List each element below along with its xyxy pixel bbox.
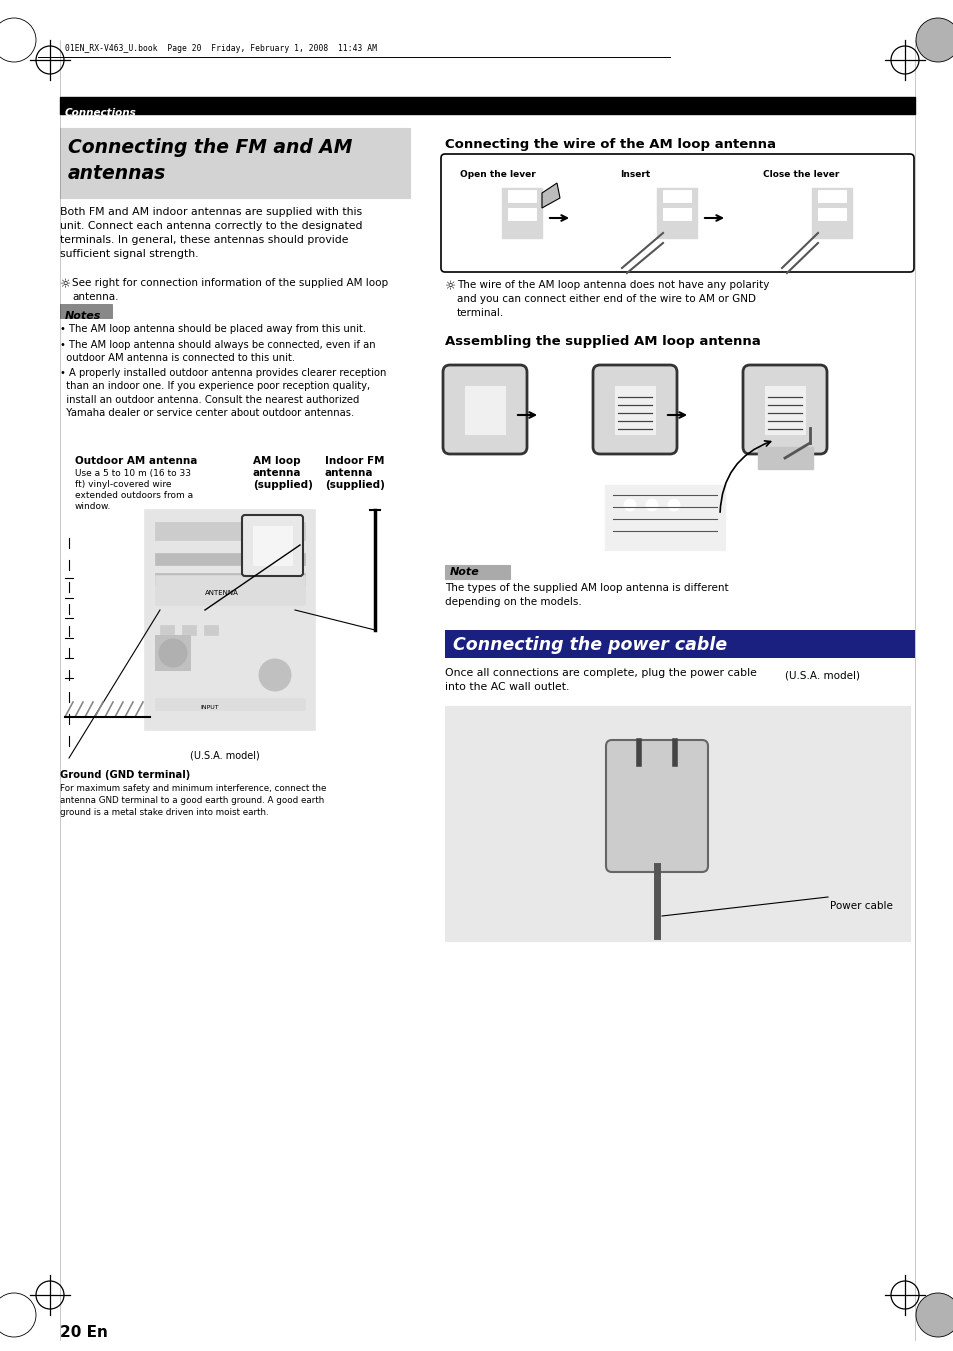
Text: The types of the supplied AM loop antenna is different
depending on the models.: The types of the supplied AM loop antenn… [444, 584, 728, 607]
Bar [657, 188, 697, 238]
Text: Ground (GND terminal): Ground (GND terminal) [60, 770, 190, 780]
Text: Once all connections are complete, plug the power cable
into the AC wall outlet.: Once all connections are complete, plug … [444, 667, 756, 692]
Text: For maximum safety and minimum interference, connect the
antenna GND terminal to: For maximum safety and minimum interfere… [60, 784, 326, 816]
Text: Close the lever: Close the lever [762, 170, 839, 178]
Text: Connecting the wire of the AM loop antenna: Connecting the wire of the AM loop anten… [444, 138, 775, 151]
Text: (supplied): (supplied) [325, 480, 384, 490]
Bar [60, 128, 410, 199]
Bar [507, 208, 536, 220]
Text: Indoor FM: Indoor FM [325, 457, 384, 466]
Bar [501, 188, 541, 238]
Text: • A properly installed outdoor antenna provides clearer reception
  than an indo: • A properly installed outdoor antenna p… [60, 367, 386, 419]
Text: (U.S.A. model): (U.S.A. model) [190, 750, 259, 761]
Bar [154, 698, 305, 711]
FancyBboxPatch shape [440, 154, 913, 272]
Text: Power cable: Power cable [829, 901, 892, 911]
Text: ☼: ☼ [444, 280, 456, 293]
Bar [817, 208, 845, 220]
Bar [160, 626, 173, 635]
Text: Connecting the power cable: Connecting the power cable [453, 636, 726, 654]
Bar [604, 485, 724, 550]
FancyBboxPatch shape [593, 365, 677, 454]
Bar [507, 190, 536, 203]
Text: (supplied): (supplied) [253, 480, 313, 490]
FancyBboxPatch shape [442, 365, 526, 454]
Bar [154, 553, 305, 565]
Text: antenna: antenna [325, 467, 374, 478]
Bar [60, 304, 112, 317]
Bar [182, 626, 195, 635]
Bar [444, 565, 510, 580]
Text: The wire of the AM loop antenna does not have any polarity
and you can connect e: The wire of the AM loop antenna does not… [456, 280, 768, 317]
Text: Insert: Insert [619, 170, 650, 178]
Text: antenna: antenna [253, 467, 301, 478]
Bar [154, 576, 305, 605]
Bar [204, 626, 218, 635]
Text: Connecting the FM and AM: Connecting the FM and AM [68, 138, 352, 157]
Text: ANTENNA: ANTENNA [205, 590, 238, 596]
Text: window.: window. [75, 503, 112, 511]
Text: ☼: ☼ [60, 278, 71, 290]
Circle shape [645, 499, 658, 511]
Circle shape [667, 499, 679, 511]
Text: INPUT: INPUT [200, 705, 218, 711]
Bar [60, 97, 914, 113]
Bar [758, 447, 812, 469]
Text: Assembling the supplied AM loop antenna: Assembling the supplied AM loop antenna [444, 335, 760, 349]
Bar [615, 386, 655, 434]
Circle shape [159, 639, 187, 667]
Bar [811, 188, 851, 238]
Text: extended outdoors from a: extended outdoors from a [75, 490, 193, 500]
FancyBboxPatch shape [605, 740, 707, 871]
Text: AM loop: AM loop [253, 457, 300, 466]
Circle shape [258, 659, 291, 690]
Bar [662, 208, 690, 220]
Bar [154, 521, 305, 540]
Text: Outdoor AM antenna: Outdoor AM antenna [75, 457, 197, 466]
Bar [764, 386, 804, 434]
Text: 20 En: 20 En [60, 1325, 108, 1340]
Text: Open the lever: Open the lever [459, 170, 536, 178]
FancyBboxPatch shape [742, 365, 826, 454]
Text: • The AM loop antenna should be placed away from this unit.: • The AM loop antenna should be placed a… [60, 324, 366, 334]
Bar [464, 386, 504, 434]
Text: Connections: Connections [65, 108, 136, 118]
Text: (U.S.A. model): (U.S.A. model) [784, 670, 859, 680]
Text: ft) vinyl-covered wire: ft) vinyl-covered wire [75, 480, 172, 489]
Bar [154, 573, 305, 585]
Text: antennas: antennas [68, 163, 166, 182]
Bar [817, 190, 845, 203]
Bar [444, 630, 914, 658]
Text: Use a 5 to 10 m (16 to 33: Use a 5 to 10 m (16 to 33 [75, 469, 191, 478]
Bar [154, 635, 190, 670]
FancyBboxPatch shape [242, 515, 303, 576]
Bar [60, 128, 410, 199]
Text: Notes: Notes [65, 311, 101, 322]
Text: Both FM and AM indoor antennas are supplied with this
unit. Connect each antenna: Both FM and AM indoor antennas are suppl… [60, 207, 362, 259]
Polygon shape [541, 182, 559, 208]
Circle shape [915, 18, 953, 62]
Text: • The AM loop antenna should always be connected, even if an
  outdoor AM antenn: • The AM loop antenna should always be c… [60, 339, 375, 363]
Bar [662, 190, 690, 203]
Bar [444, 707, 909, 942]
Bar [145, 509, 314, 730]
Text: 01EN_RX-V463_U.book  Page 20  Friday, February 1, 2008  11:43 AM: 01EN_RX-V463_U.book Page 20 Friday, Febr… [65, 45, 376, 53]
Circle shape [915, 1293, 953, 1337]
Text: Note: Note [450, 567, 479, 577]
Bar [253, 526, 292, 565]
Circle shape [623, 499, 636, 511]
Text: See right for connection information of the supplied AM loop
antenna.: See right for connection information of … [71, 278, 388, 303]
